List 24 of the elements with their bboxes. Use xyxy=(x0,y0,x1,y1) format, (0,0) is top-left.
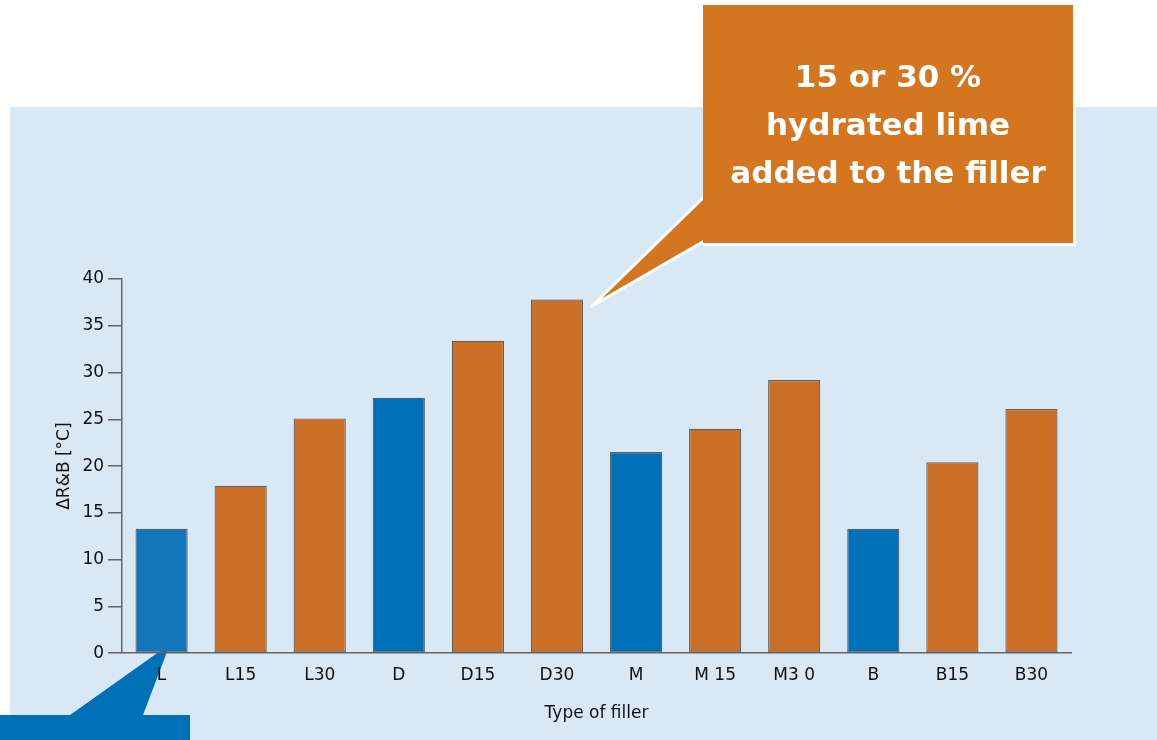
text: 15 or 30 % hydrated lime added to the filler xyxy=(703,5,1073,243)
x-tick-label: L30 xyxy=(304,663,336,684)
y-tick-label: 20 xyxy=(82,454,105,475)
x-tick-label: D xyxy=(392,663,406,684)
x-axis-title: Type of filler xyxy=(543,702,649,723)
x-tick-label: L15 xyxy=(225,663,257,684)
x-tick-label: D30 xyxy=(539,663,575,684)
x-tick-label: M xyxy=(628,663,644,684)
x-tick-label: B30 xyxy=(1014,663,1049,684)
y-axis-title: ΔR&B [°C] xyxy=(52,422,73,510)
x-tick-label: L xyxy=(156,663,167,684)
x-tick-label: B xyxy=(867,663,880,684)
x-tick-label: M 15 xyxy=(694,663,736,684)
y-tick-label: 15 xyxy=(82,501,105,522)
x-tick-label: B15 xyxy=(935,663,970,684)
y-tick-label: 40 xyxy=(82,267,105,288)
y-tick-label: 10 xyxy=(82,548,105,569)
x-tick-label: D15 xyxy=(460,663,496,684)
y-tick-label: 30 xyxy=(82,360,105,381)
y-tick-label: 25 xyxy=(82,407,105,428)
y-tick-label: 0 xyxy=(93,641,105,662)
y-tick-label: 35 xyxy=(82,314,105,335)
x-tick-label: M3 0 xyxy=(773,663,816,684)
y-tick-label: 5 xyxy=(93,594,105,615)
